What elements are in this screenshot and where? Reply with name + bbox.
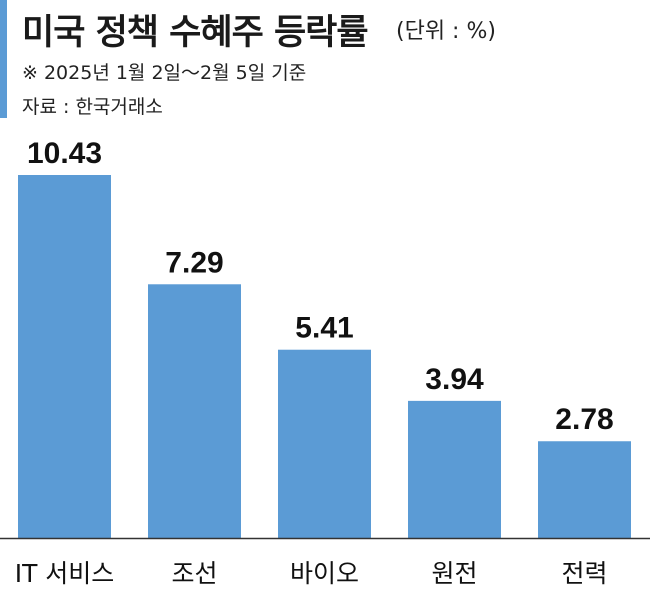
- bar-2: [148, 284, 241, 538]
- accent-bar: [0, 0, 7, 118]
- category-label-5: 전력: [561, 559, 607, 588]
- value-label-1: 10.43: [27, 137, 102, 170]
- chart-title: 미국 정책 수혜주 등락률: [22, 13, 369, 53]
- value-label-5: 2.78: [555, 403, 613, 436]
- unit-label: (단위 : %): [396, 19, 496, 44]
- category-label-3: 바이오: [290, 559, 359, 588]
- value-label-3: 5.41: [295, 312, 353, 345]
- value-label-4: 3.94: [425, 363, 484, 396]
- value-label-2: 7.29: [165, 246, 223, 279]
- bar-1: [18, 175, 111, 538]
- date-range-note: ※ 2025년 1월 2일～2월 5일 기준: [22, 62, 307, 84]
- category-label-4: 원전: [431, 559, 477, 588]
- category-label-2: 조선: [171, 559, 217, 588]
- source-label: 자료 : 한국거래소: [22, 96, 163, 118]
- bar-3: [278, 349, 371, 538]
- bar-4: [408, 400, 501, 538]
- bar-5: [538, 441, 631, 538]
- category-label-1: IT 서비스: [15, 559, 115, 588]
